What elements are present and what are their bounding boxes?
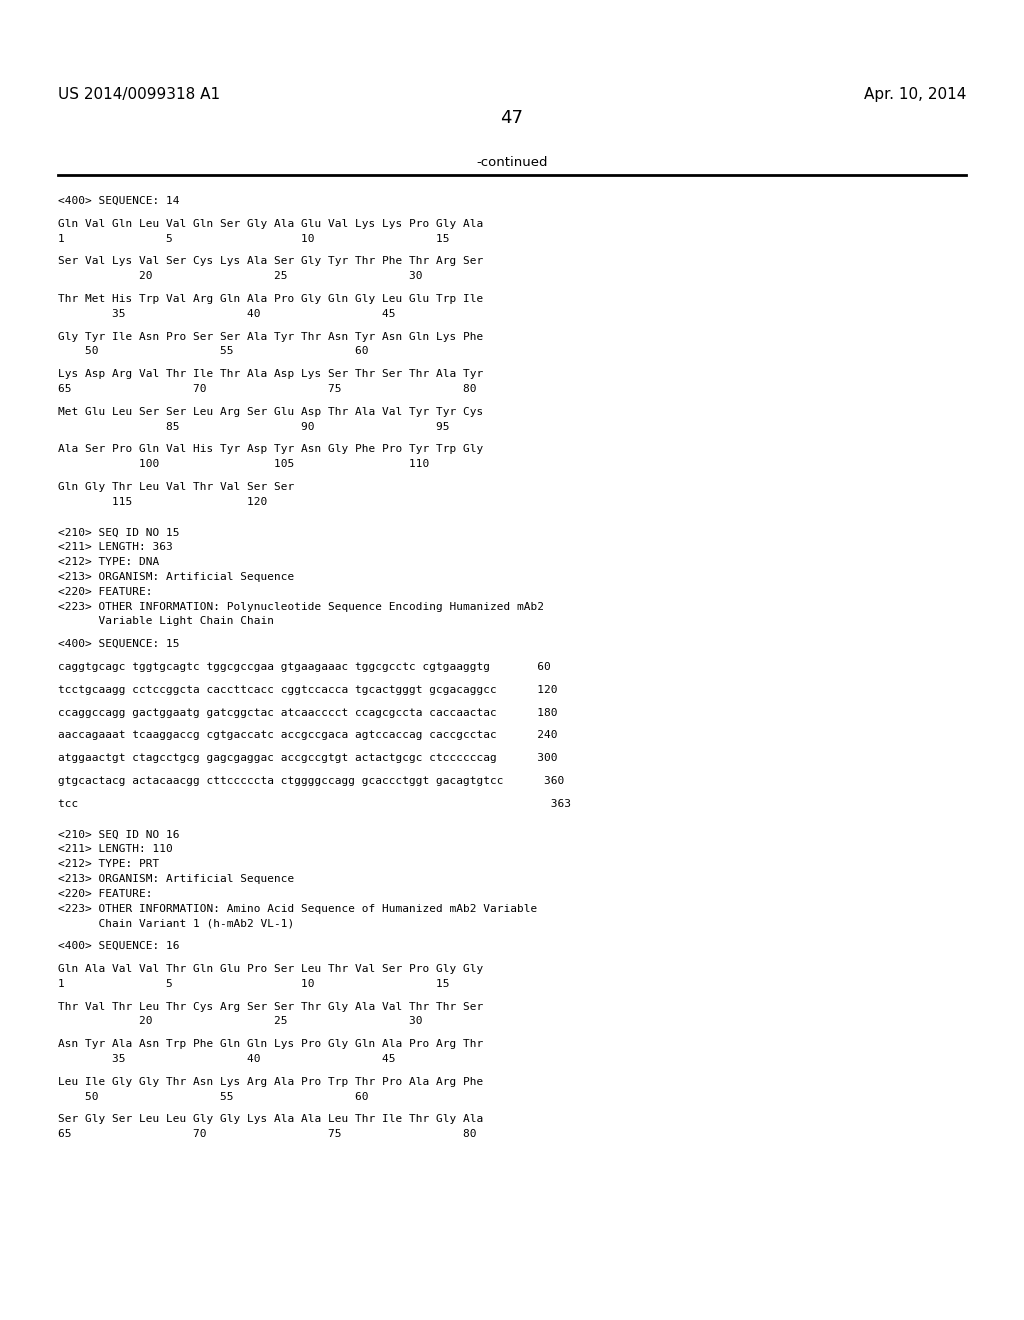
Text: Ser Val Lys Val Ser Cys Lys Ala Ser Gly Tyr Thr Phe Thr Arg Ser: Ser Val Lys Val Ser Cys Lys Ala Ser Gly … [58, 256, 483, 267]
Text: Apr. 10, 2014: Apr. 10, 2014 [863, 87, 966, 103]
Text: 115                 120: 115 120 [58, 496, 267, 507]
Text: Ala Ser Pro Gln Val His Tyr Asp Tyr Asn Gly Phe Pro Tyr Trp Gly: Ala Ser Pro Gln Val His Tyr Asp Tyr Asn … [58, 445, 483, 454]
Text: <211> LENGTH: 110: <211> LENGTH: 110 [58, 845, 173, 854]
Text: <223> OTHER INFORMATION: Polynucleotide Sequence Encoding Humanized mAb2: <223> OTHER INFORMATION: Polynucleotide … [58, 602, 544, 611]
Text: -continued: -continued [476, 157, 548, 169]
Text: Gln Val Gln Leu Val Gln Ser Gly Ala Glu Val Lys Lys Pro Gly Ala: Gln Val Gln Leu Val Gln Ser Gly Ala Glu … [58, 219, 483, 228]
Text: Chain Variant 1 (h-mAb2 VL-1): Chain Variant 1 (h-mAb2 VL-1) [58, 919, 294, 928]
Text: aaccagaaat tcaaggaccg cgtgaccatc accgccgaca agtccaccag caccgcctac      240: aaccagaaat tcaaggaccg cgtgaccatc accgccg… [58, 730, 557, 741]
Text: <210> SEQ ID NO 15: <210> SEQ ID NO 15 [58, 528, 179, 537]
Text: ccaggccagg gactggaatg gatcggctac atcaacccct ccagcgccta caccaactac      180: ccaggccagg gactggaatg gatcggctac atcaacc… [58, 708, 557, 718]
Text: caggtgcagc tggtgcagtc tggcgccgaa gtgaagaaac tggcgcctc cgtgaaggtg       60: caggtgcagc tggtgcagtc tggcgccgaa gtgaaga… [58, 663, 551, 672]
Text: <213> ORGANISM: Artificial Sequence: <213> ORGANISM: Artificial Sequence [58, 874, 294, 884]
Text: <220> FEATURE:: <220> FEATURE: [58, 888, 153, 899]
Text: gtgcactacg actacaacgg cttcccccta ctggggccagg gcaccctggt gacagtgtcc      360: gtgcactacg actacaacgg cttcccccta ctggggc… [58, 776, 564, 785]
Text: Lys Asp Arg Val Thr Ile Thr Ala Asp Lys Ser Thr Ser Thr Ala Tyr: Lys Asp Arg Val Thr Ile Thr Ala Asp Lys … [58, 370, 483, 379]
Text: Variable Light Chain Chain: Variable Light Chain Chain [58, 616, 274, 627]
Text: 50                  55                  60: 50 55 60 [58, 1092, 369, 1102]
Text: <400> SEQUENCE: 14: <400> SEQUENCE: 14 [58, 195, 179, 206]
Text: Leu Ile Gly Gly Thr Asn Lys Arg Ala Pro Trp Thr Pro Ala Arg Phe: Leu Ile Gly Gly Thr Asn Lys Arg Ala Pro … [58, 1077, 483, 1086]
Text: <210> SEQ ID NO 16: <210> SEQ ID NO 16 [58, 829, 179, 840]
Text: 100                 105                 110: 100 105 110 [58, 459, 429, 469]
Text: 20                  25                  30: 20 25 30 [58, 271, 423, 281]
Text: Gln Ala Val Val Thr Gln Glu Pro Ser Leu Thr Val Ser Pro Gly Gly: Gln Ala Val Val Thr Gln Glu Pro Ser Leu … [58, 964, 483, 974]
Text: <213> ORGANISM: Artificial Sequence: <213> ORGANISM: Artificial Sequence [58, 572, 294, 582]
Text: <220> FEATURE:: <220> FEATURE: [58, 587, 153, 597]
Text: <211> LENGTH: 363: <211> LENGTH: 363 [58, 543, 173, 552]
Text: 47: 47 [501, 110, 523, 127]
Text: 35                  40                  45: 35 40 45 [58, 1053, 395, 1064]
Text: <212> TYPE: DNA: <212> TYPE: DNA [58, 557, 160, 568]
Text: <400> SEQUENCE: 15: <400> SEQUENCE: 15 [58, 639, 179, 649]
Text: 1               5                   10                  15: 1 5 10 15 [58, 234, 450, 244]
Text: tcctgcaagg cctccggcta caccttcacc cggtccacca tgcactgggt gcgacaggcc      120: tcctgcaagg cctccggcta caccttcacc cggtcca… [58, 685, 557, 694]
Text: Thr Met His Trp Val Arg Gln Ala Pro Gly Gln Gly Leu Glu Trp Ile: Thr Met His Trp Val Arg Gln Ala Pro Gly … [58, 294, 483, 304]
Text: 20                  25                  30: 20 25 30 [58, 1016, 423, 1027]
Text: 50                  55                  60: 50 55 60 [58, 346, 369, 356]
Text: 35                  40                  45: 35 40 45 [58, 309, 395, 319]
Text: Thr Val Thr Leu Thr Cys Arg Ser Ser Thr Gly Ala Val Thr Thr Ser: Thr Val Thr Leu Thr Cys Arg Ser Ser Thr … [58, 1002, 483, 1011]
Text: <400> SEQUENCE: 16: <400> SEQUENCE: 16 [58, 941, 179, 952]
Text: 1               5                   10                  15: 1 5 10 15 [58, 979, 450, 989]
Text: Ser Gly Ser Leu Leu Gly Gly Lys Ala Ala Leu Thr Ile Thr Gly Ala: Ser Gly Ser Leu Leu Gly Gly Lys Ala Ala … [58, 1114, 483, 1125]
Text: tcc                                                                      363: tcc 363 [58, 799, 571, 809]
Text: 85                  90                  95: 85 90 95 [58, 421, 450, 432]
Text: Gln Gly Thr Leu Val Thr Val Ser Ser: Gln Gly Thr Leu Val Thr Val Ser Ser [58, 482, 294, 492]
Text: 65                  70                  75                  80: 65 70 75 80 [58, 384, 476, 393]
Text: 65                  70                  75                  80: 65 70 75 80 [58, 1129, 476, 1139]
Text: <212> TYPE: PRT: <212> TYPE: PRT [58, 859, 160, 869]
Text: <223> OTHER INFORMATION: Amino Acid Sequence of Humanized mAb2 Variable: <223> OTHER INFORMATION: Amino Acid Sequ… [58, 904, 538, 913]
Text: atggaactgt ctagcctgcg gagcgaggac accgccgtgt actactgcgc ctccccccag      300: atggaactgt ctagcctgcg gagcgaggac accgccg… [58, 754, 557, 763]
Text: Asn Tyr Ala Asn Trp Phe Gln Gln Lys Pro Gly Gln Ala Pro Arg Thr: Asn Tyr Ala Asn Trp Phe Gln Gln Lys Pro … [58, 1039, 483, 1049]
Text: Gly Tyr Ile Asn Pro Ser Ser Ala Tyr Thr Asn Tyr Asn Gln Lys Phe: Gly Tyr Ile Asn Pro Ser Ser Ala Tyr Thr … [58, 331, 483, 342]
Text: US 2014/0099318 A1: US 2014/0099318 A1 [58, 87, 220, 103]
Text: Met Glu Leu Ser Ser Leu Arg Ser Glu Asp Thr Ala Val Tyr Tyr Cys: Met Glu Leu Ser Ser Leu Arg Ser Glu Asp … [58, 407, 483, 417]
